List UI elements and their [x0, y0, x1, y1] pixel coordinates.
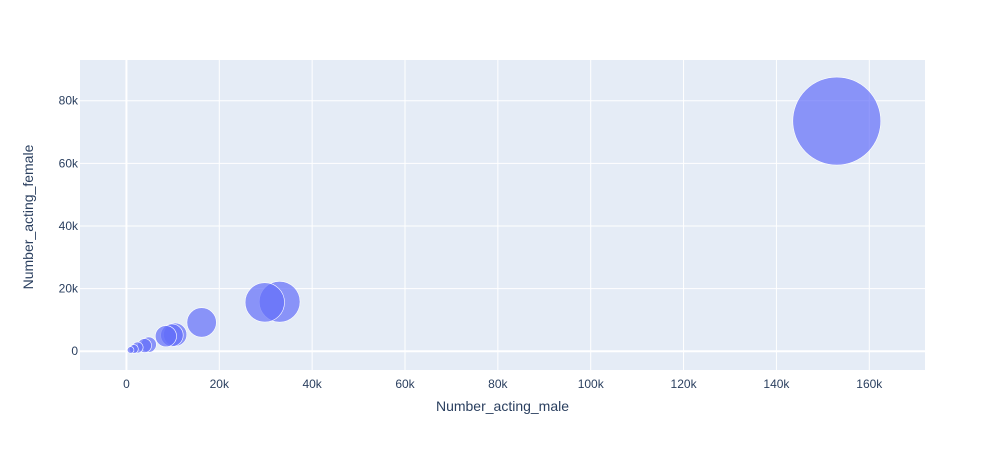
bubble-point[interactable] — [244, 282, 285, 323]
y-tick-label: 60k — [59, 156, 79, 170]
bubble-point[interactable] — [186, 307, 217, 338]
x-tick-label: 140k — [763, 377, 790, 391]
x-tick-label: 80k — [488, 377, 508, 391]
x-tick-label: 120k — [671, 377, 698, 391]
bubble-point[interactable] — [126, 346, 135, 354]
y-tick-label: 20k — [59, 282, 79, 296]
y-axis-title: Number_acting_female — [20, 144, 36, 289]
bubble-series — [126, 76, 882, 354]
x-axis-title: Number_acting_male — [436, 398, 569, 414]
x-tick-label: 40k — [302, 377, 322, 391]
y-tick-label: 80k — [59, 94, 79, 108]
y-tick-label: 40k — [59, 219, 79, 233]
x-tick-label: 0 — [123, 377, 130, 391]
x-tick-label: 60k — [395, 377, 415, 391]
x-tick-labels: 0 20k 40k 60k 80k 100k 120k 140k 160k — [123, 377, 883, 391]
x-tick-label: 20k — [210, 377, 230, 391]
plot-background — [80, 60, 925, 370]
y-tick-label: 0 — [71, 344, 78, 358]
x-tick-label: 100k — [578, 377, 605, 391]
y-tick-labels: 0 20k 40k 60k 80k — [59, 94, 79, 359]
bubble-point[interactable] — [792, 76, 882, 166]
x-tick-label: 160k — [856, 377, 883, 391]
bubble-point[interactable] — [154, 325, 177, 348]
